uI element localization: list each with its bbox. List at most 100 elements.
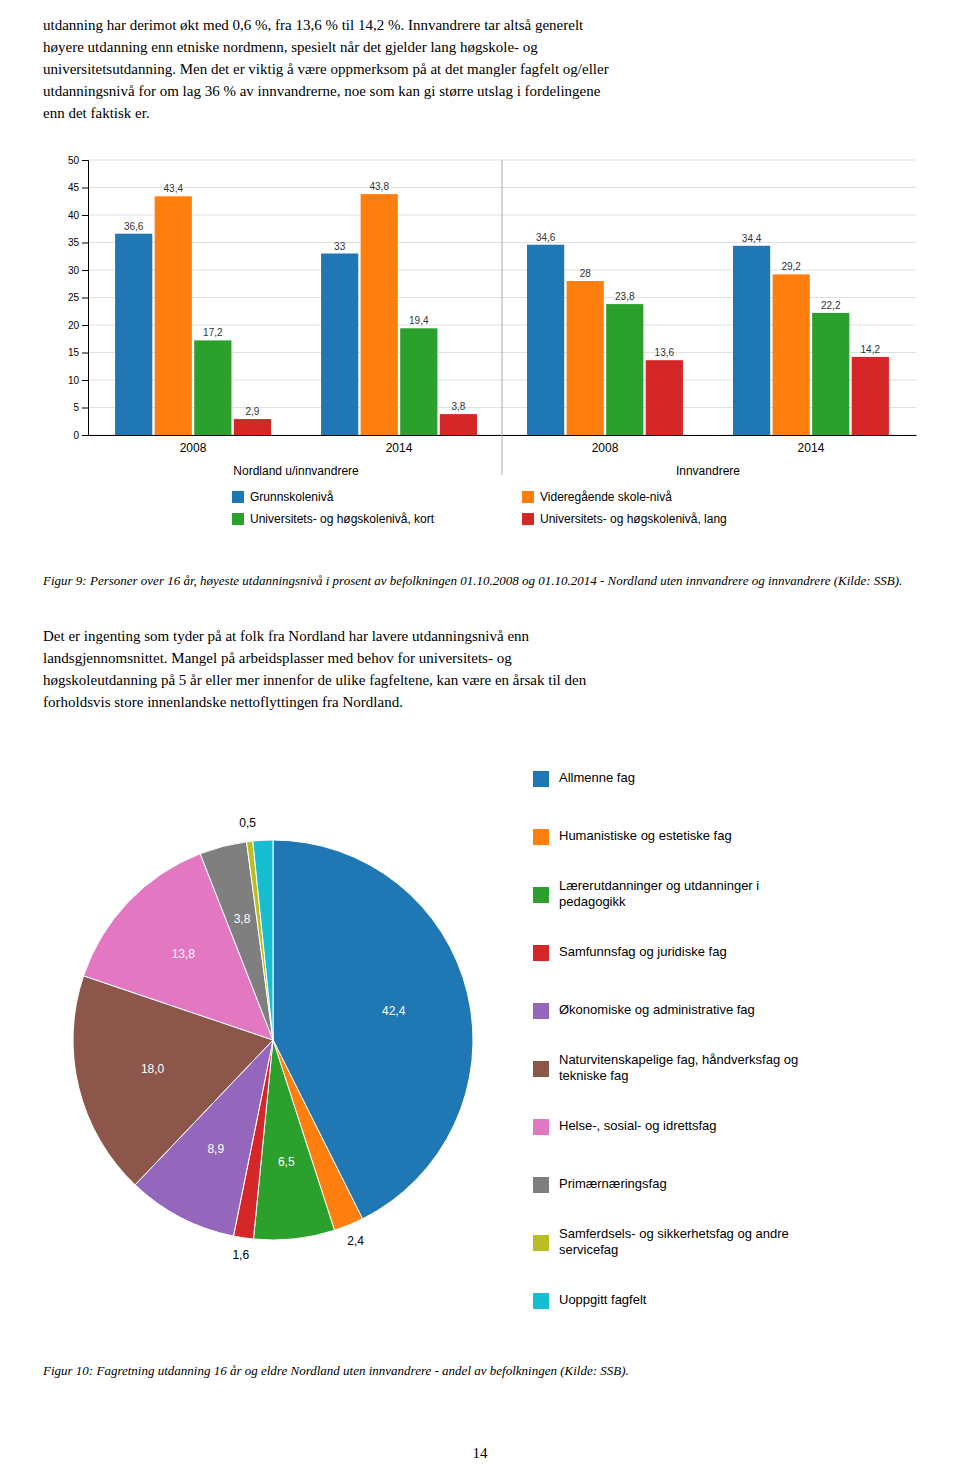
y-axis: 05101520253035404550 <box>68 155 89 441</box>
tick-mark <box>82 380 88 381</box>
legend-item: Økonomiske og administrative fag <box>533 1002 755 1019</box>
data-label: 18,0 <box>141 1062 165 1076</box>
legend-label: Uoppgitt fagfelt <box>559 1292 647 1307</box>
legend-item: Samfunnsfag og juridiske fag <box>533 944 727 961</box>
tick-mark <box>82 325 88 326</box>
legend-swatch <box>533 1061 549 1077</box>
tick-mark <box>82 408 88 409</box>
data-label: 36,6 <box>124 221 144 232</box>
legend-label-line: Primærnæringsfag <box>559 1176 667 1191</box>
legend-item: Samferdsels- og sikkerhetsfag og andrese… <box>533 1226 789 1257</box>
legend-item: Videregående skole-nivå <box>522 490 672 504</box>
data-label: 34,4 <box>742 233 762 244</box>
legend-label-line: Uoppgitt fagfelt <box>559 1292 647 1307</box>
plot-area: 0510152025303540455036,63334,634,443,443… <box>68 155 917 526</box>
legend-item: Primærnæringsfag <box>533 1176 667 1193</box>
tick: 2008 <box>592 441 619 455</box>
tick: 2014 <box>386 441 413 455</box>
data-label: 42,4 <box>382 1004 406 1018</box>
tick-label: 25 <box>68 292 80 303</box>
legend-label-line: servicefag <box>559 1242 618 1257</box>
data-label: 43,4 <box>164 183 184 194</box>
tick: 40 <box>68 210 88 221</box>
section-separator <box>502 160 503 475</box>
legend-item: Universitets- og høgskolenivå, lang <box>522 512 727 526</box>
legend-swatch <box>232 491 244 503</box>
paragraph: utdanning har derimot økt med 0,6 %, fra… <box>43 14 931 124</box>
tick: 10 <box>68 375 88 386</box>
legend-label-line: Økonomiske og administrative fag <box>559 1002 755 1017</box>
legend-item: Lærerutdanninger og utdanninger ipedagog… <box>533 878 759 909</box>
tick-label: 2014 <box>386 441 413 455</box>
legend-item: Allmenne fag <box>533 770 635 787</box>
legend-swatch <box>533 887 549 903</box>
legend-label-line: Allmenne fag <box>559 770 635 785</box>
legend-swatch <box>533 1119 549 1135</box>
bar <box>194 340 231 435</box>
paragraph-line: forholdsvis store innenlandske nettoflyt… <box>43 691 931 713</box>
tick: 25 <box>68 292 88 303</box>
data-label: 29,2 <box>781 261 801 272</box>
section-label: Innvandrere <box>676 464 740 478</box>
data-label: 19,4 <box>409 315 429 326</box>
legend-swatch <box>533 1235 549 1251</box>
bar <box>812 313 849 435</box>
pie-chart: 42,42,46,51,68,918,013,83,80,5Allmenne f… <box>43 730 931 1350</box>
tick: 2014 <box>798 441 825 455</box>
data-label: 43,8 <box>369 181 389 192</box>
pie: 42,42,46,51,68,918,013,83,80,5 <box>73 816 473 1262</box>
legend-swatch <box>522 513 534 525</box>
legend-label: Naturvitenskapelige fag, håndverksfag og… <box>559 1052 798 1083</box>
tick: 5 <box>73 402 88 413</box>
data-label: 2,9 <box>245 406 259 417</box>
tick-label: 0 <box>73 430 79 441</box>
bar <box>155 196 192 435</box>
tick-label: 5 <box>73 402 79 413</box>
data-label: 2,4 <box>347 1234 364 1248</box>
legend-label-line: Helse-, sosial- og idrettsfag <box>559 1118 717 1133</box>
tick-label: 45 <box>68 182 80 193</box>
tick: 0 <box>73 430 88 441</box>
bar <box>400 328 437 435</box>
legend-label: Videregående skole-nivå <box>540 490 672 504</box>
tick-mark <box>82 298 88 299</box>
tick-label: 2008 <box>180 441 207 455</box>
caption: Figur 9: Personer over 16 år, høyeste ut… <box>43 572 917 589</box>
bar <box>321 254 358 436</box>
tick-mark <box>82 188 88 189</box>
legend-item: Humanistiske og estetiske fag <box>533 828 732 845</box>
legend-label: Primærnæringsfag <box>559 1176 667 1191</box>
legend-label: Grunnskolenivå <box>250 490 334 504</box>
legend-label: Økonomiske og administrative fag <box>559 1002 755 1017</box>
tick: 2008 <box>180 441 207 455</box>
legend-item: Universitets- og høgskolenivå, kort <box>232 512 435 526</box>
paragraph: Det er ingenting som tyder på at folk fr… <box>43 625 931 713</box>
legend: Grunnskolenivå Videregående skole-nivå Uni… <box>232 490 727 526</box>
caption: Figur 10: Fagretning utdanning 16 år og … <box>43 1362 917 1379</box>
tick-label: 2014 <box>798 441 825 455</box>
legend-label: Lærerutdanninger og utdanninger ipedagog… <box>559 878 759 909</box>
data-label: 0,5 <box>239 816 256 830</box>
paragraph-line: landsgjennomsnittet. Mangel på arbeidspl… <box>43 647 931 669</box>
legend-label-line: Humanistiske og estetiske fag <box>559 828 732 843</box>
legend-swatch <box>533 829 549 845</box>
slice <box>253 840 273 1040</box>
paragraph-line: enn det faktisk er. <box>43 102 931 124</box>
bar <box>567 281 604 435</box>
tick-label: 30 <box>68 265 80 276</box>
data-label: 22,2 <box>821 300 841 311</box>
legend-swatch <box>533 1003 549 1019</box>
legend-item: Uoppgitt fagfelt <box>533 1292 647 1309</box>
axis-line <box>82 161 89 436</box>
paragraph-line: universitetsutdanning. Men det er viktig… <box>43 58 931 80</box>
data-label: 6,5 <box>278 1155 295 1169</box>
legend: Allmenne fag Humanistiske og estetiske fa… <box>533 770 798 1309</box>
legend-label-line: pedagogikk <box>559 894 626 909</box>
bar <box>606 304 643 435</box>
legend-label: Helse-, sosial- og idrettsfag <box>559 1118 717 1133</box>
legend-label-line: Naturvitenskapelige fag, håndverksfag og <box>559 1052 798 1067</box>
data-label: 14,2 <box>861 344 881 355</box>
tick-mark <box>82 215 88 216</box>
data-label: 28 <box>580 268 592 279</box>
page-number: 14 <box>0 1445 960 1462</box>
